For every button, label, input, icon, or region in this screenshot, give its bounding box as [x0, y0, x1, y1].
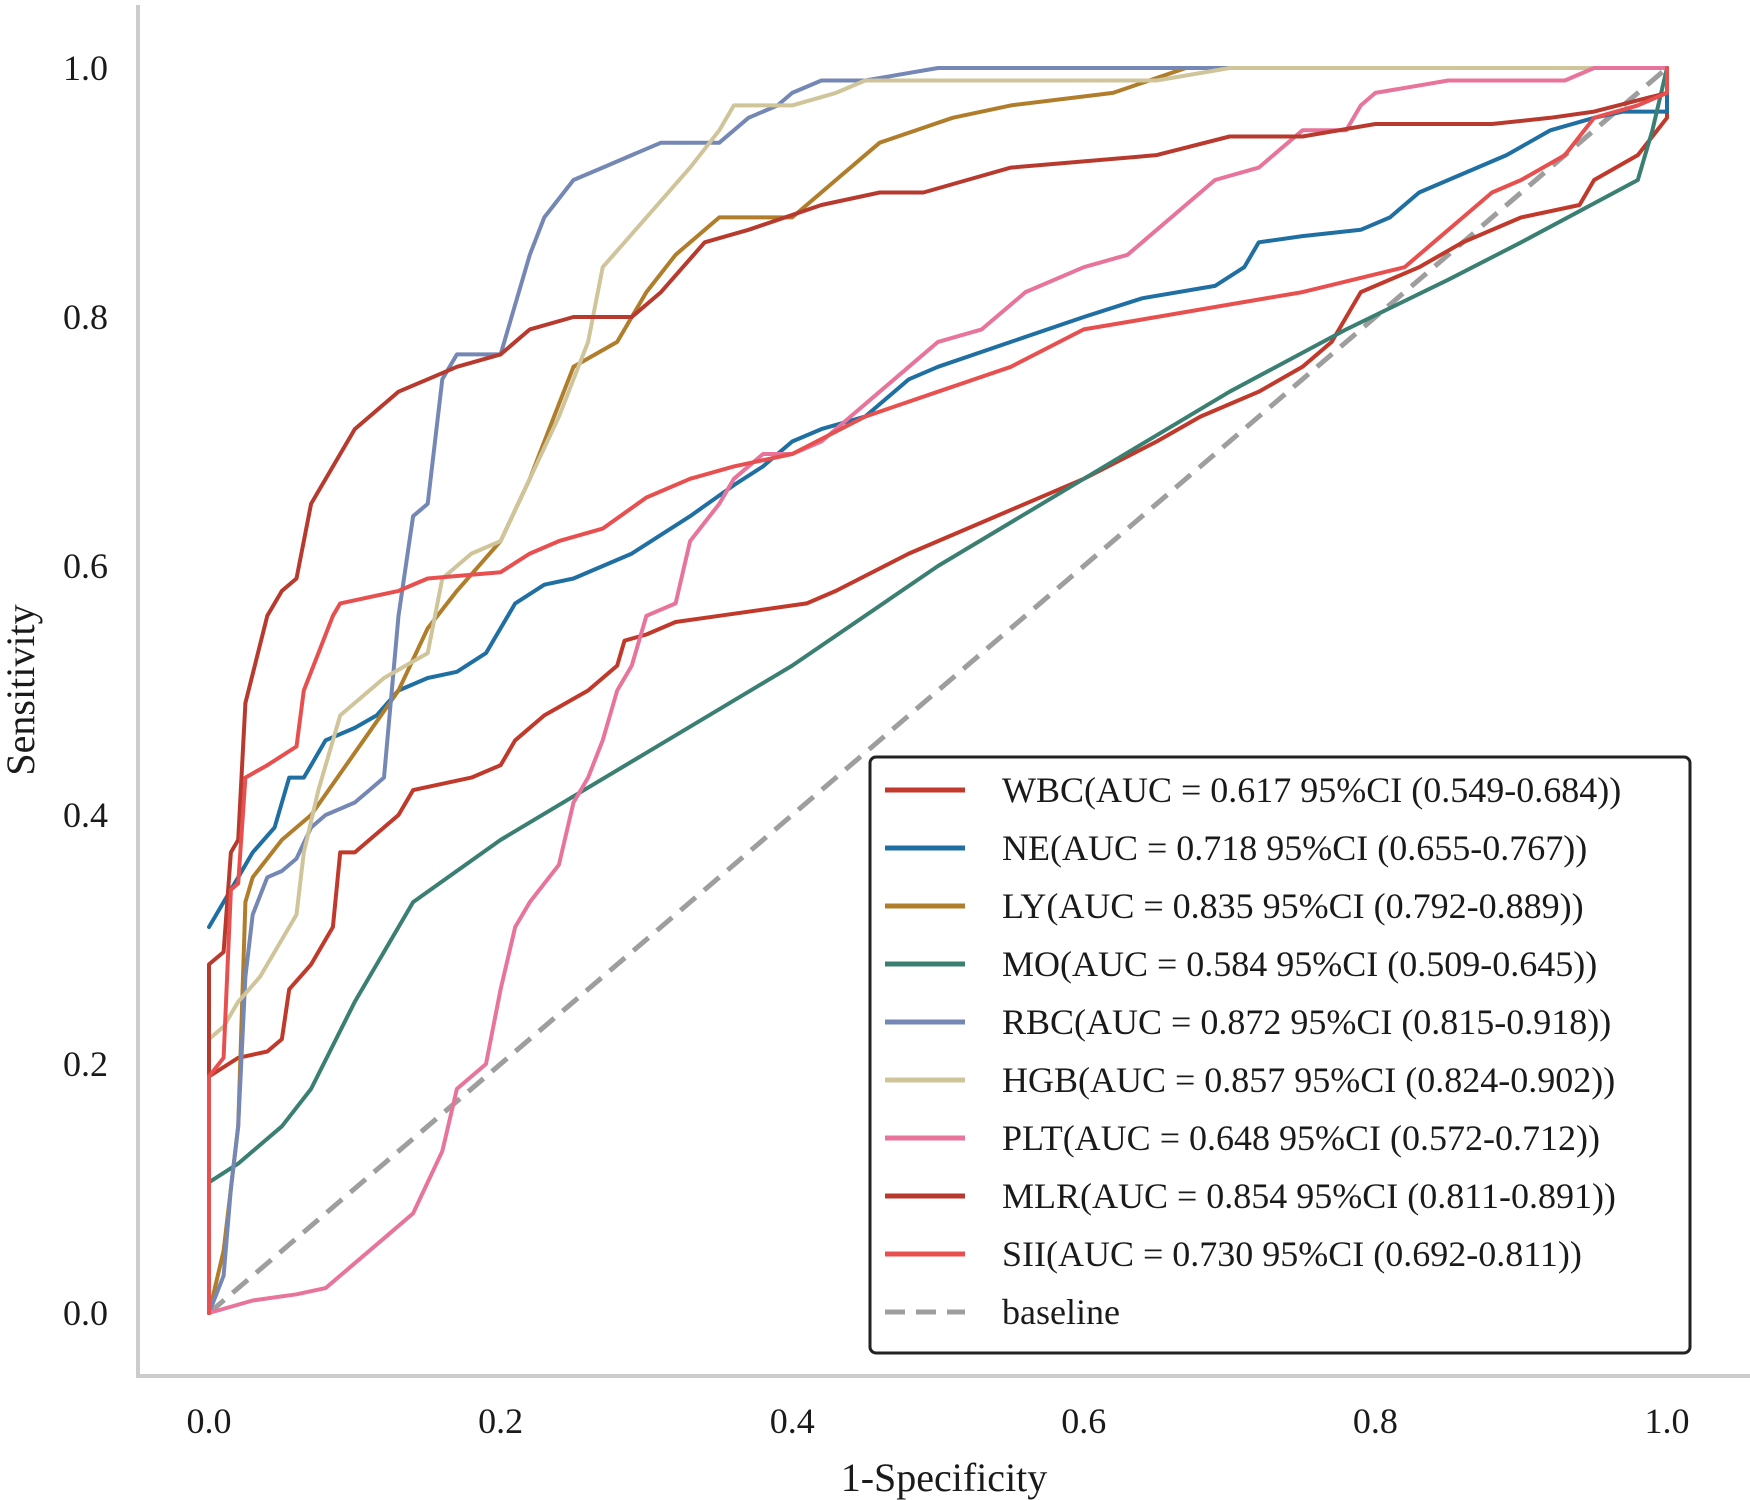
legend-label-mo: MO(AUC = 0.584 95%CI (0.509-0.645)) [1002, 944, 1597, 984]
x-tick-label: 0.6 [1061, 1401, 1106, 1441]
legend-label-mlr: MLR(AUC = 0.854 95%CI (0.811-0.891)) [1002, 1176, 1616, 1216]
legend-label-sii: SII(AUC = 0.730 95%CI (0.692-0.811)) [1002, 1234, 1582, 1274]
legend-label-baseline: baseline [1002, 1292, 1120, 1332]
series-line-sii [207, 66, 1669, 1315]
y-tick-labels: 0.0 0.2 0.4 0.6 0.8 1.0 [63, 48, 108, 1333]
series-line-rbc [207, 66, 1669, 1315]
legend: WBC(AUC = 0.617 95%CI (0.549-0.684)) NE(A… [868, 755, 1692, 1355]
x-tick-label: 0.8 [1353, 1401, 1398, 1441]
legend-label-ne: NE(AUC = 0.718 95%CI (0.655-0.767)) [1002, 828, 1587, 868]
x-tick-labels: 0.0 0.2 0.4 0.6 0.8 1.0 [187, 1401, 1690, 1441]
y-tick-label: 0.4 [63, 795, 108, 835]
series-line-plt [207, 66, 1669, 1315]
y-tick-label: 0.6 [63, 546, 108, 586]
legend-label-plt: PLT(AUC = 0.648 95%CI (0.572-0.712)) [1002, 1118, 1600, 1158]
series-line-wbc [207, 66, 1669, 1315]
legend-box [868, 755, 1692, 1355]
y-tick-label: 0.0 [63, 1293, 108, 1333]
axes [136, 5, 1750, 1378]
y-tick-label: 0.2 [63, 1044, 108, 1084]
legend-label-rbc: RBC(AUC = 0.872 95%CI (0.815-0.918)) [1002, 1002, 1611, 1042]
x-axis-title: 1-Specificity [841, 1455, 1048, 1500]
y-tick-label: 1.0 [63, 48, 108, 88]
x-tick-label: 0.0 [187, 1401, 232, 1441]
y-tick-label: 0.8 [63, 297, 108, 337]
x-tick-label: 0.4 [770, 1401, 815, 1441]
series-line-hgb [207, 66, 1597, 1042]
legend-label-wbc: WBC(AUC = 0.617 95%CI (0.549-0.684)) [1002, 770, 1621, 810]
legend-label-hgb: HGB(AUC = 0.857 95%CI (0.824-0.902)) [1002, 1060, 1615, 1100]
series-line-mo [207, 66, 1669, 1185]
series-line-mlr [207, 66, 1669, 1315]
plot-area [207, 66, 1669, 1315]
x-tick-label: 0.2 [478, 1401, 523, 1441]
series-line-ly [207, 66, 1669, 1315]
x-tick-label: 1.0 [1645, 1401, 1690, 1441]
legend-label-ly: LY(AUC = 0.835 95%CI (0.792-0.889)) [1002, 886, 1584, 926]
legend-items: WBC(AUC = 0.617 95%CI (0.549-0.684)) NE(A… [885, 770, 1621, 1332]
y-axis-title: Sensitivity [0, 604, 43, 775]
